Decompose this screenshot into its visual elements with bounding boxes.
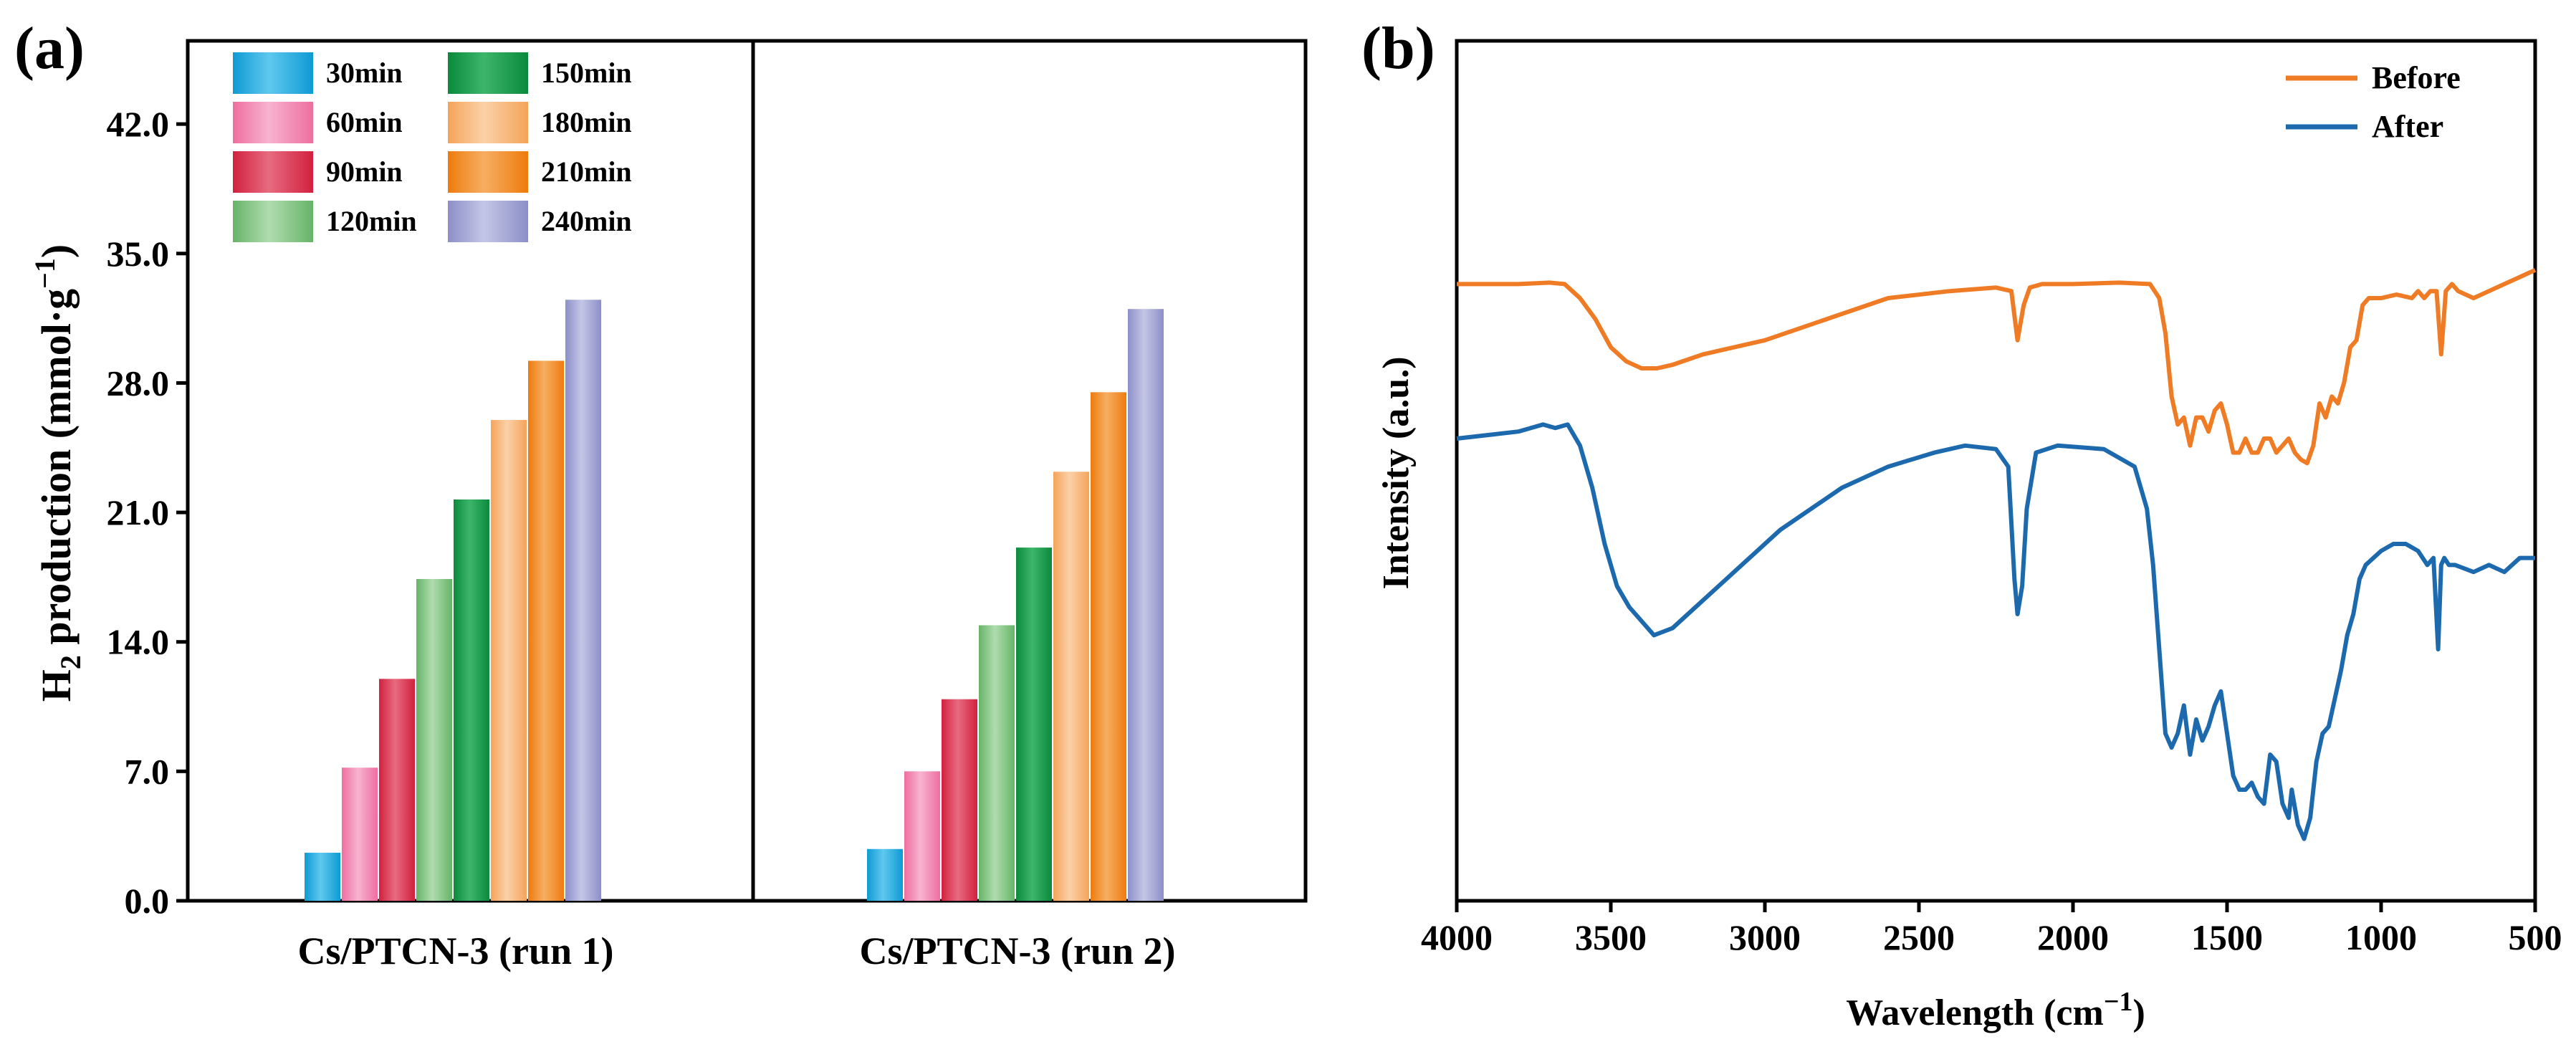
- bar-150min-group-1: [454, 499, 489, 901]
- x-tick-label: 500: [2509, 917, 2562, 957]
- y-axis-label-b: Intensity (a.u.): [1376, 356, 1417, 589]
- bar-90min-group-2: [942, 699, 977, 901]
- legend-label-before: Before: [2372, 60, 2461, 95]
- panel-a-label: (a): [14, 15, 85, 82]
- legend-label-90min: 90min: [326, 156, 403, 188]
- legend-swatch-150min: [448, 52, 528, 94]
- legend-label-120min: 120min: [326, 205, 417, 237]
- bar-30min-group-1: [305, 852, 340, 901]
- legend-label-after: After: [2372, 109, 2443, 144]
- legend-label-240min: 240min: [541, 205, 632, 237]
- y-tick-label: 0.0: [125, 881, 170, 921]
- bar-120min-group-2: [979, 625, 1015, 901]
- bar-chart-a: 0.0 7.0 14.0 21.0 28.0 35.0 42.0 Cs/PTCN-3 (ru…: [29, 39, 1308, 972]
- bar-60min-group-2: [904, 771, 940, 901]
- bar-30min-group-2: [867, 848, 903, 901]
- bar-120min-group-1: [416, 578, 452, 901]
- bar-180min-group-1: [491, 420, 527, 901]
- line-chart-b: 4000 3500 3000 2500 2000 1500 1000 500 Before Af…: [1376, 39, 2562, 1033]
- y-tick-label: 14.0: [107, 622, 170, 662]
- panel-b-label: (b): [1361, 15, 1435, 82]
- group-label: Cs/PTCN-3 (run 1): [298, 929, 614, 972]
- bar-210min-group-2: [1091, 392, 1126, 901]
- legend-label-180min: 180min: [541, 106, 632, 138]
- y-tick-label: 7.0: [125, 751, 170, 791]
- legend-swatch-90min: [233, 151, 313, 193]
- group-label: Cs/PTCN-3 (run 2): [860, 929, 1176, 972]
- y-tick-label: 21.0: [107, 492, 170, 532]
- legend-swatch-120min: [233, 201, 313, 242]
- bar-90min-group-1: [379, 679, 415, 901]
- bar-150min-group-2: [1016, 547, 1052, 901]
- legend-label-210min: 210min: [541, 156, 632, 188]
- y-tick-label: 28.0: [107, 363, 170, 403]
- legend-swatch-60min: [233, 102, 313, 143]
- y-tick-label: 35.0: [107, 234, 170, 274]
- legend-swatch-210min: [448, 151, 528, 193]
- x-tick-label: 4000: [1421, 917, 1493, 957]
- x-tick-label: 1500: [2191, 917, 2263, 957]
- legend-label-60min: 60min: [326, 106, 403, 138]
- y-axis-label-a: H2 production (mmol·g−1): [29, 244, 87, 702]
- bar-240min-group-2: [1128, 309, 1164, 901]
- legend-swatch-240min: [448, 201, 528, 242]
- x-axis-label-b: Wavelength (cm−1): [1846, 987, 2145, 1033]
- series-line-after: [1456, 422, 2535, 841]
- x-tick-label: 2000: [2037, 917, 2109, 957]
- x-tick-label: 2500: [1883, 917, 1955, 957]
- legend-swatch-180min: [448, 102, 528, 143]
- series-line-before: [1457, 268, 2537, 466]
- bar-60min-group-1: [342, 768, 378, 901]
- x-tick-label: 1000: [2345, 917, 2417, 957]
- legend-swatch-30min: [233, 52, 313, 94]
- legend-label-30min: 30min: [326, 57, 403, 89]
- y-tick-label: 42.0: [107, 104, 170, 144]
- bar-240min-group-1: [565, 300, 601, 902]
- x-tick-label: 3500: [1575, 917, 1647, 957]
- x-tick-label: 3000: [1729, 917, 1801, 957]
- legend-label-150min: 150min: [541, 57, 632, 89]
- bar-210min-group-1: [528, 360, 564, 901]
- plot-frame-b: [1455, 39, 2537, 903]
- plot-frame-a: [186, 39, 1308, 903]
- bar-180min-group-2: [1053, 472, 1089, 901]
